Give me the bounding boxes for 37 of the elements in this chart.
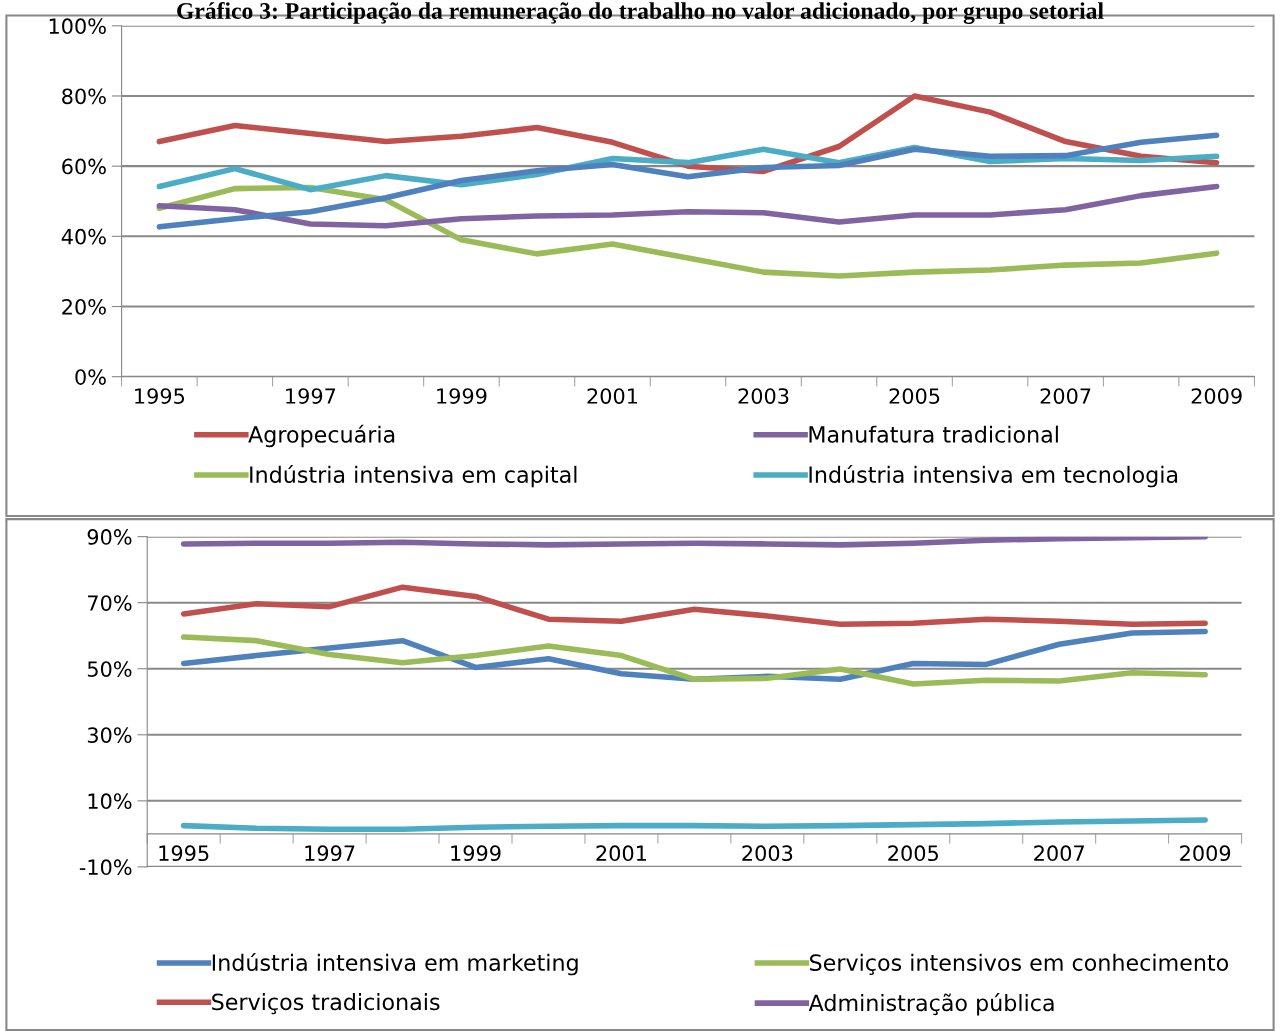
x-tick-label: 1995 <box>135 388 185 404</box>
legend-label: Serviços intensivos em conhecimento <box>810 953 1229 975</box>
x-tick-label: 2001 <box>587 388 638 404</box>
x-tick-label: 2007 <box>1040 388 1091 404</box>
y-tick-label: 60% <box>62 158 106 175</box>
y-tick-label: 0% <box>75 369 106 385</box>
x-tick-label: 2007 <box>1034 845 1084 862</box>
x-tick-label: 1997 <box>305 845 355 862</box>
y-tick-label: 10% <box>88 793 132 810</box>
legend-label: Administração pública <box>808 993 1054 1016</box>
x-tick-label: 1999 <box>437 388 487 404</box>
chart-title: Gráfico 3: Participação da remuneração do trabalho no valor adicionado, por grupo setorial <box>177 2 1104 24</box>
x-tick-label: 2005 <box>889 388 940 404</box>
legend-label: Serviços tradicionais <box>212 993 440 1015</box>
y-tick-label: 70% <box>88 595 132 611</box>
x-tick-label: 1999 <box>451 845 501 862</box>
y-tick-label: 40% <box>61 228 106 245</box>
x-tick-label: 2003 <box>742 845 793 862</box>
y-tick-label: 90% <box>87 529 132 545</box>
x-tick-label: 2005 <box>888 845 938 862</box>
legend-label: Indústria intensiva em marketing <box>212 952 578 976</box>
x-tick-label: 2003 <box>738 388 789 404</box>
x-tick-label: 1995 <box>159 845 209 862</box>
y-tick-label: 100% <box>49 18 106 35</box>
legend-label: Agropecuária <box>248 424 395 448</box>
x-tick-label: 2001 <box>596 845 647 862</box>
x-tick-label: 2009 <box>1191 388 1242 404</box>
legend-label: Indústria intensiva em tecnologia <box>809 464 1178 488</box>
x-tick-label: 2009 <box>1180 845 1231 862</box>
y-tick-label: 50% <box>87 661 132 677</box>
y-tick-label: -10% <box>79 859 132 876</box>
x-tick-label: 1997 <box>286 388 336 404</box>
y-tick-label: 20% <box>62 298 106 315</box>
legend-label: Indústria intensiva em capital <box>250 464 577 488</box>
y-tick-label: 80% <box>62 88 106 105</box>
y-tick-label: 30% <box>87 727 132 743</box>
legend-label: Manufatura tradicional <box>809 425 1058 443</box>
